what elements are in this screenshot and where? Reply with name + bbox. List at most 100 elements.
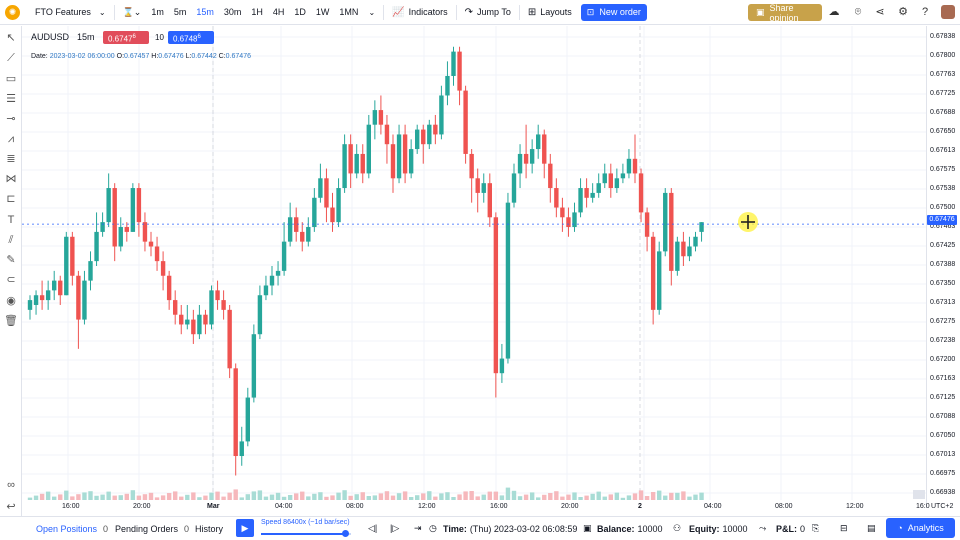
tf-5m[interactable]: 5m <box>173 7 187 17</box>
candle-body <box>185 319 190 325</box>
tf-1mn[interactable]: 1MN <box>339 7 359 17</box>
brush-icon[interactable]: ✎ <box>6 254 16 266</box>
gann-icon[interactable]: ≣ <box>6 153 16 165</box>
news-icon[interactable]: ⊟ <box>840 523 848 533</box>
rectangle-icon[interactable]: ▭ <box>5 73 17 85</box>
candle-body <box>644 212 650 237</box>
candle-body <box>300 231 305 242</box>
brush-group-icon[interactable]: ⫽ <box>8 234 14 246</box>
volume-bar <box>275 492 281 500</box>
pattern-icon[interactable]: ⩘ <box>7 133 15 145</box>
camera-icon[interactable]: ⌾ <box>854 6 862 18</box>
order-quantity[interactable]: 10 <box>155 33 164 42</box>
history-tab[interactable]: History <box>195 517 223 540</box>
volume-bar <box>354 494 359 500</box>
volume-bar <box>584 495 589 500</box>
candle-body <box>336 188 341 223</box>
volume-bar <box>445 492 450 500</box>
open-positions-tab[interactable]: Open Positions 0 <box>36 517 108 540</box>
candle-body <box>669 192 674 271</box>
jump-to-button[interactable]: ↷ Jump To <box>460 0 516 25</box>
time-label: Time: <box>443 523 467 534</box>
step-forward-icon[interactable]: |▷ <box>390 523 400 533</box>
speed-slider-fill <box>261 533 345 535</box>
volume-bar <box>638 490 644 500</box>
cursor-icon[interactable]: ↖ <box>6 32 16 44</box>
time-tick: Mar <box>207 503 220 510</box>
candle-body <box>179 314 184 325</box>
new-order-button[interactable]: ⊡ New order <box>580 3 647 21</box>
pending-orders-tab[interactable]: Pending Orders 0 <box>115 517 189 540</box>
sell-button[interactable]: 0.67476 ↘ <box>103 31 149 57</box>
position-icon[interactable]: ⊸ <box>6 113 16 125</box>
undo-icon[interactable]: ↩ <box>6 501 16 513</box>
share-opinion-button[interactable]: ▣ Share opinion <box>748 3 822 23</box>
avatar[interactable] <box>941 5 955 19</box>
trend-line-icon[interactable]: ⟋ <box>7 52 15 64</box>
price-tick: 0.67800 <box>930 52 956 59</box>
volume-bar <box>699 492 704 500</box>
date-value: 2023-03-02 06:00:00 <box>49 53 115 60</box>
help-icon[interactable]: ? <box>921 6 929 18</box>
indicators-button[interactable]: 📈 Indicators <box>387 0 452 25</box>
trash-icon[interactable]: 🗑 <box>4 315 18 327</box>
layouts-button[interactable]: ⊞ Layouts <box>523 0 577 25</box>
text-icon[interactable]: T <box>7 214 15 226</box>
volume-bar <box>45 491 51 500</box>
fib-icon[interactable]: ☰ <box>6 93 16 105</box>
candle-body <box>475 178 480 193</box>
tf-4h[interactable]: 4H <box>272 7 285 17</box>
tf-1w[interactable]: 1W <box>315 7 330 17</box>
measure-icon[interactable]: ⊏ <box>6 193 16 205</box>
candle-body <box>584 188 589 198</box>
timezone-label[interactable]: UTC+2 <box>931 503 954 510</box>
tf-1m[interactable]: 1m <box>151 7 164 17</box>
timeframe-more-button[interactable]: ⌄ <box>363 0 380 25</box>
workspace-selector[interactable]: FTO Features ⌄ <box>30 0 111 25</box>
volume-bar <box>64 490 69 500</box>
cloud-save-icon[interactable]: ☁ <box>828 6 840 18</box>
timeframe-picker-button[interactable]: ⌛⌄ <box>118 0 147 25</box>
symbol-legend[interactable]: AUDUSD 15m <box>31 32 95 42</box>
volume-bar <box>191 492 196 500</box>
eye-icon[interactable]: ◉ <box>6 295 16 307</box>
step-back-icon[interactable]: ◁| <box>368 523 378 533</box>
settings-icon[interactable]: ⚙ <box>898 6 908 18</box>
tf-1d[interactable]: 1D <box>294 7 306 17</box>
candle-body <box>52 280 57 291</box>
tf-1h[interactable]: 1H <box>251 7 263 17</box>
candle-body <box>699 222 704 232</box>
link-icon[interactable]: ∞ <box>7 479 15 491</box>
volume-bar <box>233 489 238 500</box>
volume-bar <box>306 496 311 500</box>
candle-body <box>542 134 547 164</box>
jump-time-icon[interactable]: ⇥ <box>414 523 422 533</box>
volume-bar <box>517 496 523 500</box>
analytics-button[interactable]: ◔ Analytics <box>886 518 955 538</box>
tf-30m[interactable]: 30m <box>223 7 242 17</box>
volume-bar <box>596 491 601 500</box>
play-button[interactable]: ▶ <box>236 519 254 537</box>
speed-slider-handle[interactable] <box>342 530 349 537</box>
elliott-icon[interactable]: ⋈ <box>5 173 17 185</box>
play-icon: ▶ <box>241 523 249 533</box>
candle-body <box>687 246 692 257</box>
volume-bar <box>566 494 571 500</box>
candle-body <box>366 124 371 174</box>
candle-body <box>324 178 329 208</box>
share-network-icon[interactable]: ⋖ <box>875 6 885 18</box>
tf-15m[interactable]: 15m <box>196 7 214 17</box>
volume-bar <box>39 493 45 500</box>
low-value: 0.67442 <box>191 53 217 60</box>
volume-bar <box>82 492 87 500</box>
candle-body <box>348 144 353 174</box>
notes-icon[interactable]: ⎘ <box>812 523 820 533</box>
magnet-icon[interactable]: ⊂ <box>6 274 16 286</box>
volume-bar <box>52 496 57 500</box>
buy-button[interactable]: 0.67486 ↗ <box>168 31 214 57</box>
volume-bar <box>227 492 232 500</box>
price-axis[interactable] <box>926 26 960 508</box>
volume-bar <box>257 490 263 500</box>
document-icon[interactable]: ▤ <box>867 523 876 533</box>
